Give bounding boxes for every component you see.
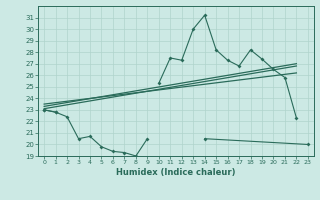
X-axis label: Humidex (Indice chaleur): Humidex (Indice chaleur) <box>116 168 236 177</box>
